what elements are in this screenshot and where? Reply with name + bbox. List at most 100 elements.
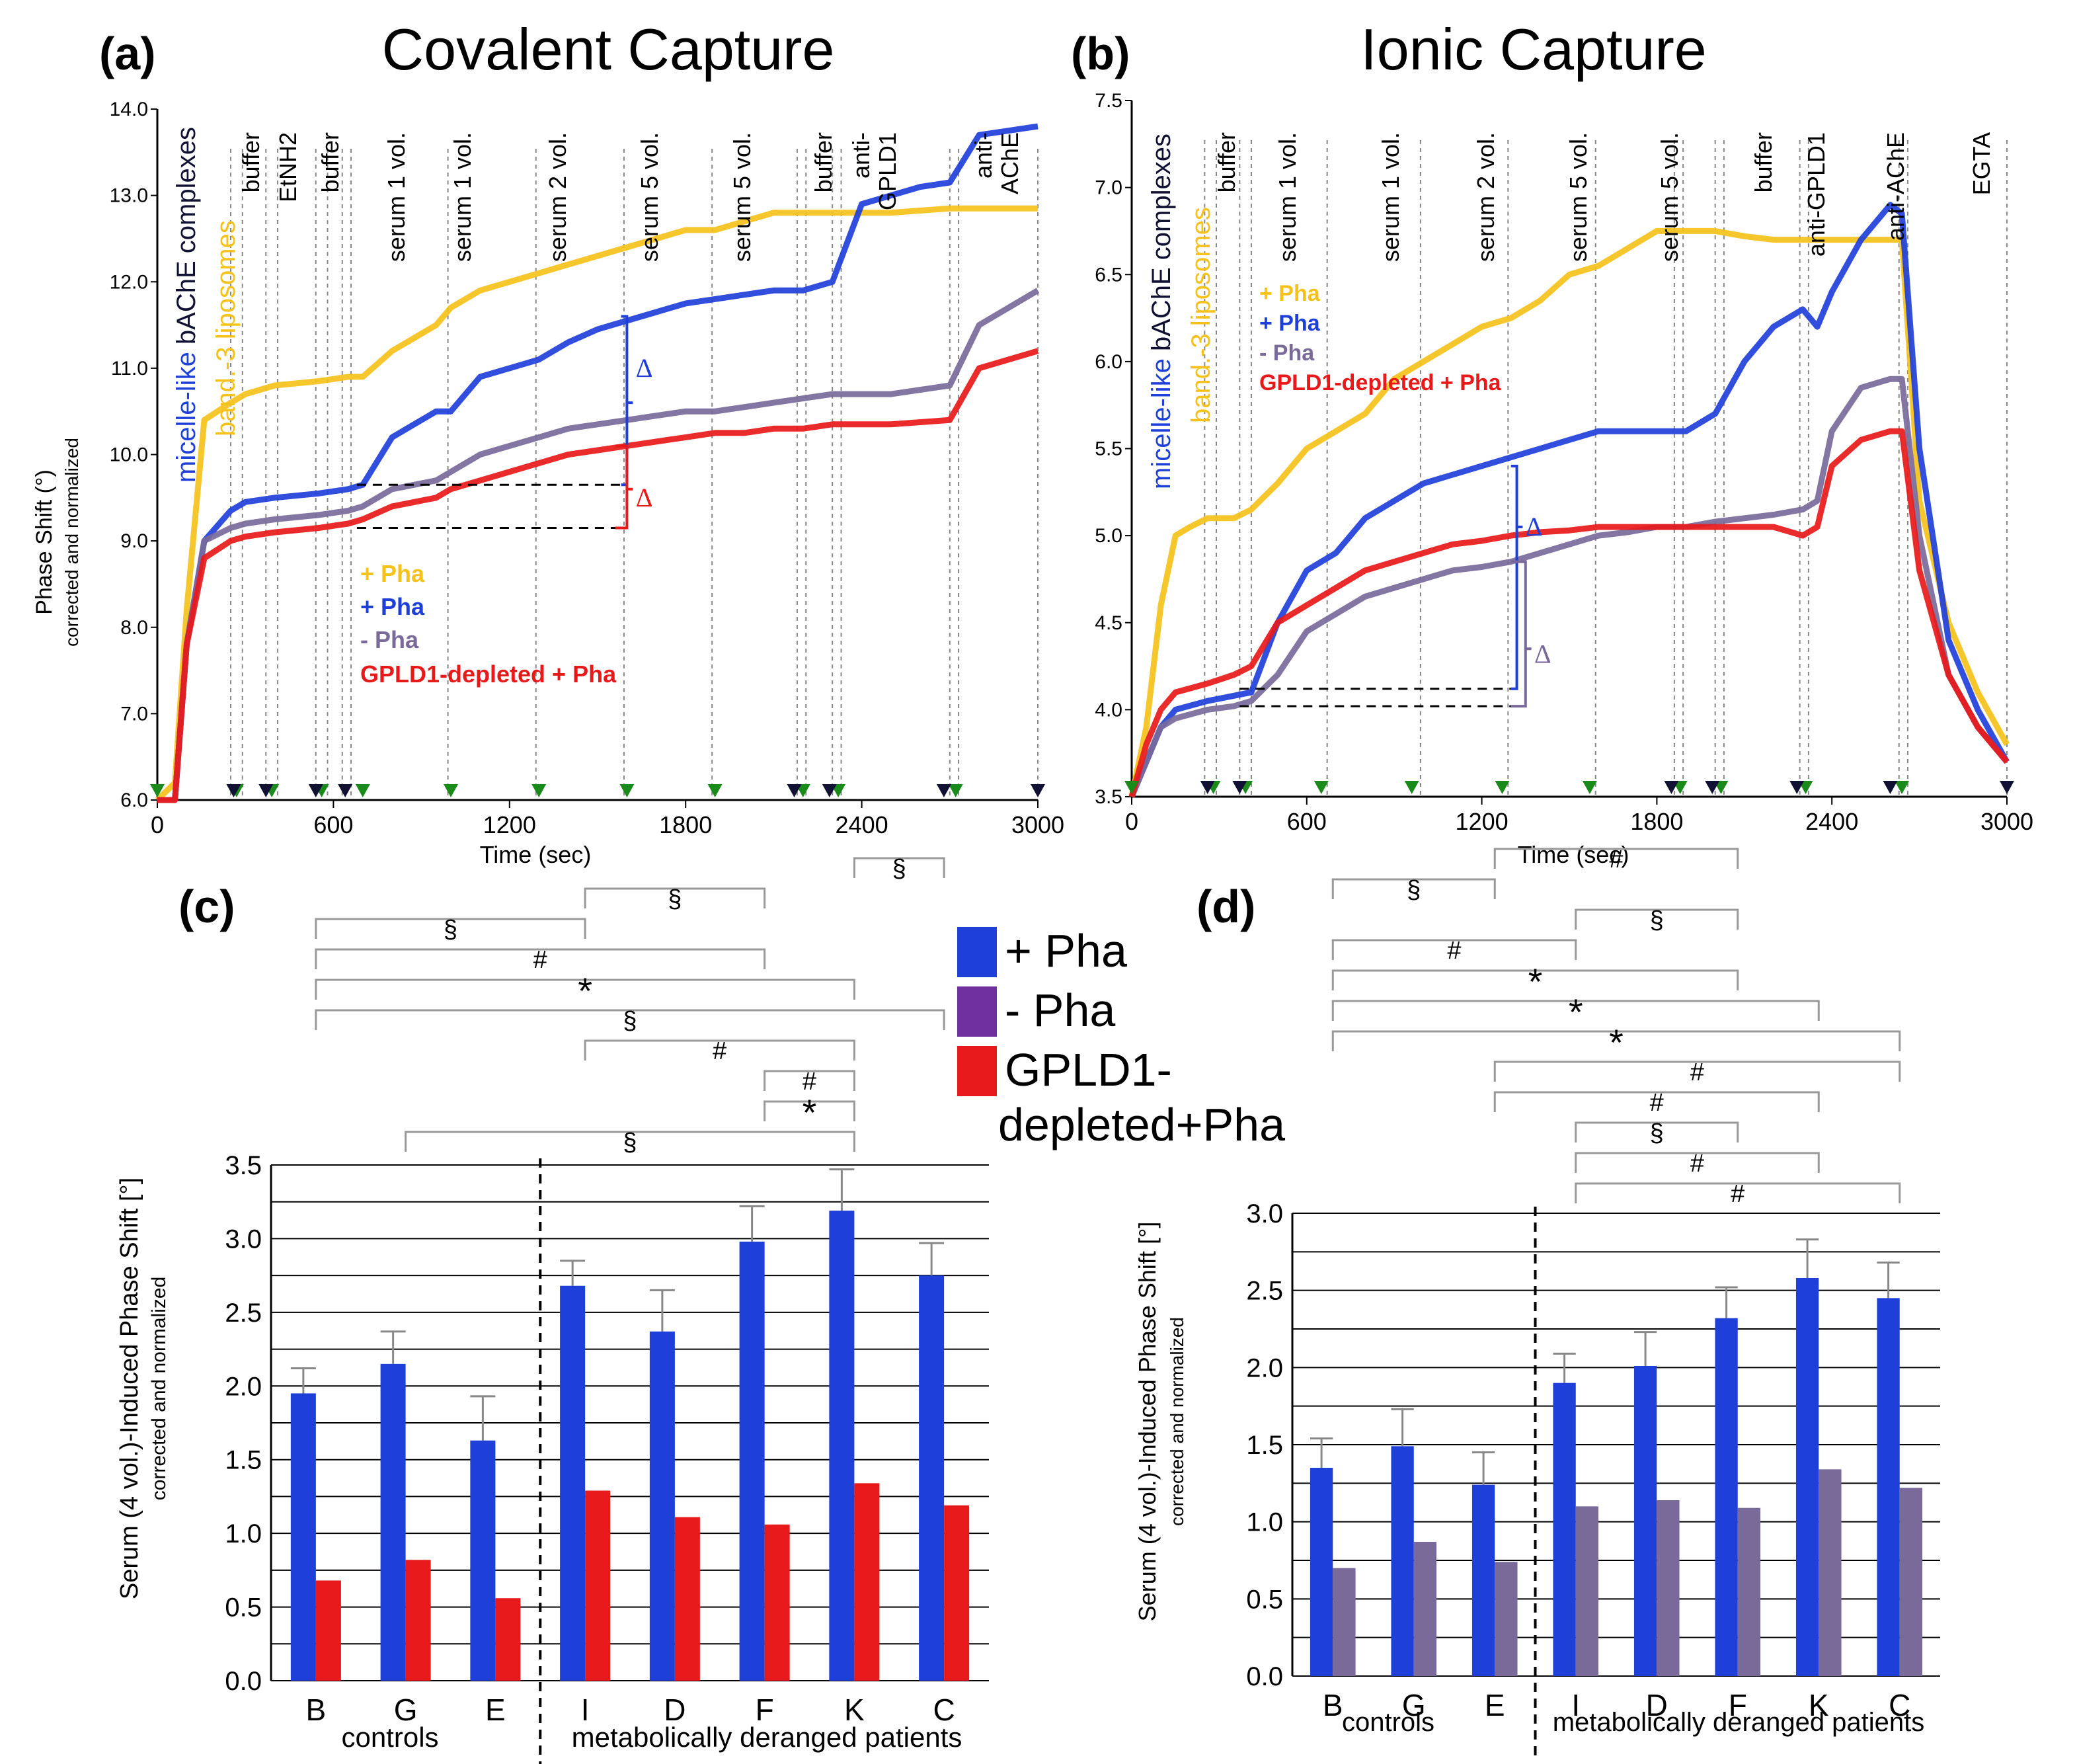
significance-symbol: * [1609,1022,1624,1063]
series-line [157,288,1040,803]
band3-label-a: band.-3 liposomes [212,220,241,436]
significance-symbol: § [892,855,906,883]
bar-blue [1715,1318,1738,1676]
legend-a-item: GPLD1-depleted + Pha [360,661,617,688]
category-label: C [1889,1688,1910,1722]
event-label: serum 1 vol. [383,132,410,262]
panel-label-c: (c) [178,881,235,932]
y-tick-label: 3.5 [1095,786,1122,808]
x-tick-label: 3000 [1011,811,1064,838]
bar-blue [919,1275,945,1681]
y-axis-label-c: Serum (4 vol.)-Induced Phase Shift [°] [116,1178,143,1599]
bar-blue [380,1363,406,1681]
category-label: K [1809,1688,1829,1722]
side-label-b: micelle-like bAChE complexes [1147,134,1176,489]
micelle-label-a: micelle-like [172,352,201,483]
category-label: G [394,1693,418,1727]
group-label-patients-c: metabolically deranged patients [572,1722,962,1753]
marker-green [531,784,547,797]
significance-bracket [1493,848,1739,869]
significance-bracket [584,1039,855,1061]
significance-symbol: # [1690,1150,1704,1178]
significance-bracket [1331,939,1577,960]
delta-bracket [615,444,633,530]
bar-blue [1553,1383,1576,1676]
x-tick-label: 1200 [1456,808,1509,835]
x-tick-label: 1800 [659,811,712,838]
event-label: AChE [996,132,1023,194]
significance-bracket [1493,1091,1820,1112]
y-axis-sublabel-a: corrected and normalized [61,438,82,647]
y-tick-label: 3.5 [225,1151,262,1180]
bache-label-b: bAChE complexes [1147,134,1176,358]
bar-blue [649,1331,675,1681]
category-label: K [844,1693,865,1727]
significance-bracket [1331,1000,1820,1021]
event-label: buffer [1213,132,1240,192]
event-label: EtNH2 [274,132,301,202]
marker-dark [1883,781,1898,794]
y-tick-label: 6.5 [1095,264,1122,286]
event-label: buffer [1750,132,1777,192]
marker-dark [1200,781,1215,794]
significance-bracket [315,1009,945,1030]
y-tick-label: 1.5 [1246,1431,1283,1460]
legend-a-item: - Pha [360,626,419,653]
y-tick-label: 9.0 [120,530,148,552]
y-tick-label: 4.0 [1095,699,1122,721]
micelle-label-b: micelle-like [1147,358,1176,489]
significance-bracket [315,948,766,969]
significance-bracket [1331,878,1496,899]
legend-cd-item: GPLD1- [1005,1044,1172,1096]
legend-a-item: + Pha [360,593,425,620]
panel-d: (d) 0.00.51.01.52.02.53.0B G E I D F K C##§##**… [1134,846,1940,1762]
panel-label-a: (a) [99,28,156,79]
category-label: B [1323,1688,1343,1722]
band3-label-b: band.-3 liposomes [1187,207,1216,423]
significance-symbol: * [578,970,592,1012]
y-tick-label: 13.0 [110,185,148,207]
x-tick-label: 2400 [836,811,888,838]
y-tick-label: 4.5 [1095,612,1122,634]
y-tick-label: 3.0 [1246,1199,1283,1228]
event-label: anti- [847,132,875,179]
marker-green [948,784,963,797]
y-tick-label: 0.5 [1246,1585,1283,1614]
legend-swatch-minus-pha [957,986,997,1037]
legend-b: + Pha + Pha - Pha GPLD1-depleted + Pha [1259,281,1502,395]
bar-blue [1877,1298,1900,1676]
series-line [1128,227,2010,797]
bar-red [764,1524,790,1681]
y-tick-label: 11.0 [111,358,148,380]
y-axis-label-a: Phase Shift (°) [32,469,57,615]
bar-blue [470,1440,496,1681]
marker-green [619,784,635,797]
y-tick-label: 7.0 [120,703,148,725]
y-tick-label: 5.0 [1095,525,1122,547]
bar-red [854,1483,880,1681]
y-tick-label: 1.5 [225,1446,262,1475]
panel-label-d: (d) [1196,881,1255,932]
y-tick-label: 6.0 [120,789,148,811]
delta-bracket [621,315,633,487]
marker-dark [1705,781,1720,794]
y-tick-label: 3.0 [225,1224,262,1254]
bar-blue [1471,1484,1495,1676]
significance-symbol: # [1731,1180,1744,1208]
y-tick-label: 7.0 [1095,177,1122,199]
significance-bracket [1331,1030,1901,1051]
side-label-a: micelle-like bAChE complexes [172,127,201,483]
y-axis-sublabel-d: corrected and normalized [1167,1317,1187,1526]
y-tick-label: 1.0 [225,1519,262,1548]
y-tick-label: 7.5 [1095,90,1122,112]
bar-purple [1899,1488,1923,1676]
delta-symbol: Δ [636,353,653,383]
y-tick-label: 6.0 [1095,351,1122,373]
bar-blue [1391,1446,1414,1676]
y-tick-label: 0.5 [225,1593,262,1623]
marker-dark [1232,781,1247,794]
event-label: serum 5 vol. [728,132,756,262]
category-label: B [306,1693,327,1727]
marker-green [444,784,458,797]
